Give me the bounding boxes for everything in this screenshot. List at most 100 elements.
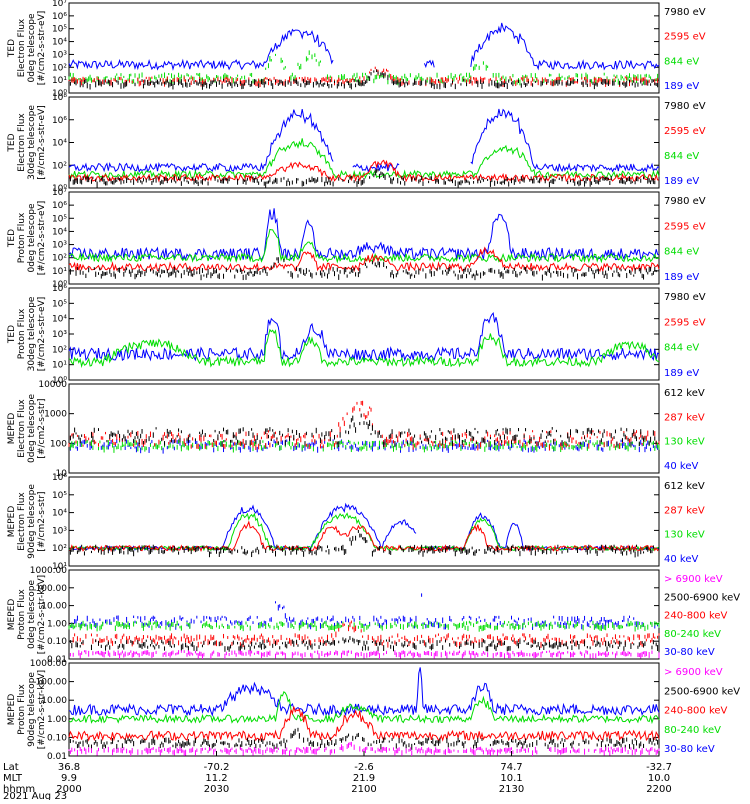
y-axis-label: Proton Flux xyxy=(17,212,27,263)
y-axis-label: Electron Flux xyxy=(17,113,27,172)
x-tick-lat: -70.2 xyxy=(204,762,230,773)
y-axis-label: [#/cm2-s-str-eV] xyxy=(37,11,47,86)
series-287-kev xyxy=(68,400,660,451)
x-axis-row-label: Lat xyxy=(3,762,19,773)
series-line xyxy=(68,667,660,717)
legend-entry: 844 eV xyxy=(664,56,699,67)
y-tick-label: 10⁵ xyxy=(52,299,67,309)
panel-frame xyxy=(68,287,660,381)
legend-entry: 30-80 keV xyxy=(664,744,715,755)
x-axis-row-label: MLT xyxy=(3,773,23,784)
legend-entry: 240-800 keV xyxy=(664,706,728,717)
x-tick-mlt: 10.0 xyxy=(648,773,670,784)
y-axis-label: 90deg telescope xyxy=(27,484,37,559)
series-240-800-kev xyxy=(68,706,660,742)
series-line xyxy=(68,512,660,552)
y-axis-label: 90deg telescope xyxy=(27,672,37,747)
series-844-ev xyxy=(68,328,660,369)
y-tick-label: 10² xyxy=(52,544,67,554)
y-tick-label: 10⁶ xyxy=(52,201,67,211)
legend-entry: > 6900 keV xyxy=(664,574,723,585)
legend-entry: 7980 eV xyxy=(664,101,706,112)
x-tick-lat: -2.6 xyxy=(354,762,374,773)
legend-entry: > 6900 keV xyxy=(664,667,723,678)
series-2500-6900-kev xyxy=(68,636,660,652)
panel-2: 10⁰ 10² 10⁴ 10⁶ 10⁸ TED Electron Flux 30deg tel… xyxy=(7,93,706,194)
x-tick-mlt: 21.9 xyxy=(353,773,375,784)
series-line xyxy=(68,22,660,71)
series-line xyxy=(68,706,660,742)
series-line xyxy=(68,328,660,369)
y-axis-label: MEPED xyxy=(7,694,17,726)
y-axis-label: 30deg telescope xyxy=(27,296,37,371)
panel-3: 10⁰ 10¹ 10² 10³ 10⁴ 10⁵ 10⁶ 10⁷ TED Proton Flux 0d… xyxy=(7,188,706,290)
y-tick-label: 10³ xyxy=(52,526,67,536)
panel-frame xyxy=(68,569,660,660)
legend-entry: 612 keV xyxy=(664,388,705,399)
y-tick-label: 1.00 xyxy=(47,715,67,725)
x-tick-mlt: 10.1 xyxy=(500,773,522,784)
series-612-kev xyxy=(68,529,660,558)
series-line xyxy=(68,208,660,262)
y-tick-label: 10⁶ xyxy=(52,116,67,126)
y-tick-label: 10000 xyxy=(38,380,67,390)
legend-entry: 2595 eV xyxy=(664,317,706,328)
y-tick-label: 1000.00 xyxy=(30,566,67,576)
y-tick-label: 10³ xyxy=(52,50,67,60)
y-tick-label: 10⁰ xyxy=(52,89,67,99)
y-axis-label: 0deg telescope xyxy=(27,394,37,464)
y-tick-label: 10² xyxy=(52,345,67,355)
y-tick-label: 100.00 xyxy=(36,584,68,594)
y-tick-label: 1000 xyxy=(44,410,67,420)
legend-entry: 844 eV xyxy=(664,247,699,258)
x-tick-mlt: 11.2 xyxy=(205,773,227,784)
y-tick-label: 10⁷ xyxy=(52,188,67,198)
y-tick-label: 10² xyxy=(52,254,67,264)
x-tick-hhmm: 2030 xyxy=(204,784,229,795)
legend-entry: 189 eV xyxy=(664,176,699,187)
legend-entry: 2595 eV xyxy=(664,221,706,232)
y-tick-label: 10.00 xyxy=(41,696,67,706)
y-tick-label: 10⁷ xyxy=(52,0,67,9)
series-189-ev xyxy=(68,312,660,362)
legend-entry: 130 keV xyxy=(664,530,705,541)
legend-entry: 189 eV xyxy=(664,368,699,379)
y-axis-label: [#/cm2-s-str] xyxy=(37,398,47,458)
y-tick-label: 10⁴ xyxy=(52,315,67,325)
y-axis-label: Electron Flux xyxy=(17,399,27,458)
x-axis-row-label: hhmm xyxy=(3,784,35,795)
series-844-ev xyxy=(68,138,660,180)
y-axis-label: [#/cm2-s-str-eV] xyxy=(37,105,47,180)
y-tick-label: 10⁶ xyxy=(52,473,67,483)
y-axis-label: [#/cm2-s-str-keV] xyxy=(37,575,47,654)
y-tick-label: 10² xyxy=(52,63,67,73)
x-axis-row-label: 2021 Aug 23 xyxy=(3,791,67,800)
panel-8: 0.01 0.10 1.00 10.00 100.00 1000.00 MEPED Proto… xyxy=(7,659,740,762)
y-axis-label: MEPED xyxy=(7,413,17,445)
legend-entry: 130 keV xyxy=(664,437,705,448)
y-axis-label: MEPED xyxy=(7,506,17,538)
panel-frame xyxy=(68,191,660,285)
y-axis-label: [#/cm2-s-str] xyxy=(37,491,47,551)
legend-entry: 240-800 keV xyxy=(664,611,728,622)
legend-entry: 287 keV xyxy=(664,412,705,423)
legend-entry: 40 keV xyxy=(664,461,698,472)
series-80-240-kev xyxy=(68,690,660,725)
series-2500-6900-kev xyxy=(68,727,659,751)
y-tick-label: 10⁰ xyxy=(52,280,67,290)
legend-entry: 844 eV xyxy=(664,151,699,162)
legend-entry: 844 eV xyxy=(664,343,699,354)
y-tick-label: 100 xyxy=(50,439,67,449)
y-axis-label: MEPED xyxy=(7,599,17,631)
y-tick-label: 10⁴ xyxy=(52,227,67,237)
y-tick-label: 10⁵ xyxy=(52,25,67,35)
y-tick-label: 0.01 xyxy=(47,752,67,762)
y-tick-label: 1000.00 xyxy=(30,659,67,669)
y-tick-label: 10³ xyxy=(52,330,67,340)
y-tick-label: 0.10 xyxy=(47,637,67,647)
y-axis-label: [#/cm2-s-str-eV] xyxy=(37,297,47,372)
legend-entry: 80-240 keV xyxy=(664,629,721,640)
legend-entry: 30-80 keV xyxy=(664,647,715,658)
